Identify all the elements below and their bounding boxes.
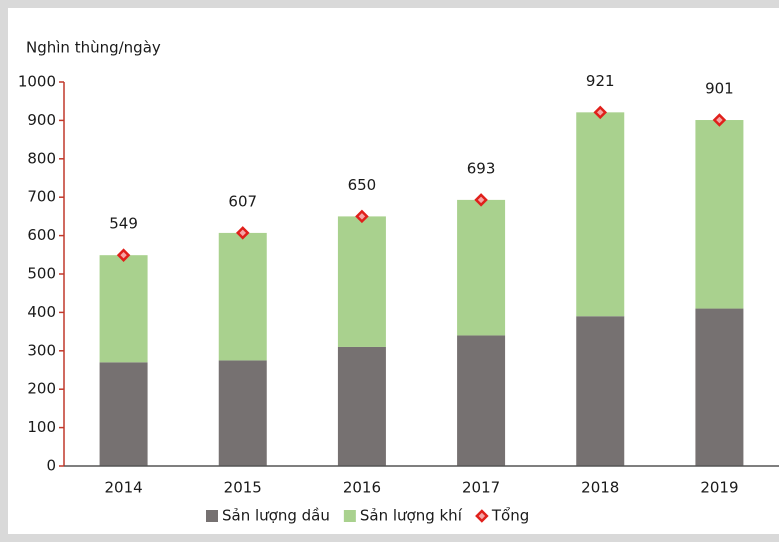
data-label: 921 <box>586 72 615 90</box>
total-marker <box>235 226 250 240</box>
bar <box>457 199 506 336</box>
x-tick-label: 2016 <box>343 479 381 497</box>
legend-label: Tổng <box>491 507 529 525</box>
data-label: 650 <box>348 176 377 194</box>
bar <box>576 112 625 317</box>
total-marker <box>116 248 131 262</box>
data-label: 549 <box>109 215 138 233</box>
bar <box>218 360 267 466</box>
y-tick-label: 600 <box>27 226 56 244</box>
bar <box>576 316 625 466</box>
y-tick-label: 900 <box>27 111 56 129</box>
bar <box>99 362 148 466</box>
data-label: 607 <box>228 192 257 210</box>
total-marker <box>593 105 608 120</box>
y-tick-label: 1000 <box>18 73 56 91</box>
y-tick-label: 700 <box>27 188 56 206</box>
y-tick-label: 500 <box>27 265 56 283</box>
chart: Nghìn thùng/ngày 0 100 200 300 400 500 600 700 8… <box>8 8 779 534</box>
bar <box>218 232 267 361</box>
x-tick-label: 2017 <box>462 479 500 497</box>
legend-label: Sản lượng khí <box>360 507 463 525</box>
x-tick-label: 2015 <box>224 479 262 497</box>
bar <box>695 120 744 309</box>
y-tick-label: 100 <box>27 418 56 436</box>
bar <box>337 216 386 347</box>
bar <box>695 308 744 466</box>
y-tick-label: 300 <box>27 341 56 359</box>
total-marker <box>355 209 369 224</box>
legend-marker <box>475 509 489 523</box>
x-tick-label: 2018 <box>581 479 619 497</box>
legend-swatch <box>206 510 218 522</box>
total-marker <box>474 193 488 207</box>
y-tick-label: 0 <box>46 457 56 475</box>
y-tick-label: 400 <box>27 303 56 321</box>
bar <box>457 335 506 466</box>
total-marker <box>712 113 727 127</box>
bar <box>99 255 148 363</box>
data-label: 901 <box>705 80 734 98</box>
x-tick-label: 2019 <box>700 479 738 497</box>
bar <box>337 346 386 466</box>
x-tick-label: 2014 <box>104 479 142 497</box>
y-tick-label: 800 <box>27 149 56 167</box>
legend-label: Sản lượng dầu <box>222 507 330 525</box>
data-label: 693 <box>467 159 496 177</box>
legend-swatch <box>343 510 356 522</box>
y-axis-label: Nghìn thùng/ngày <box>26 39 161 57</box>
y-tick-label: 200 <box>27 380 56 398</box>
